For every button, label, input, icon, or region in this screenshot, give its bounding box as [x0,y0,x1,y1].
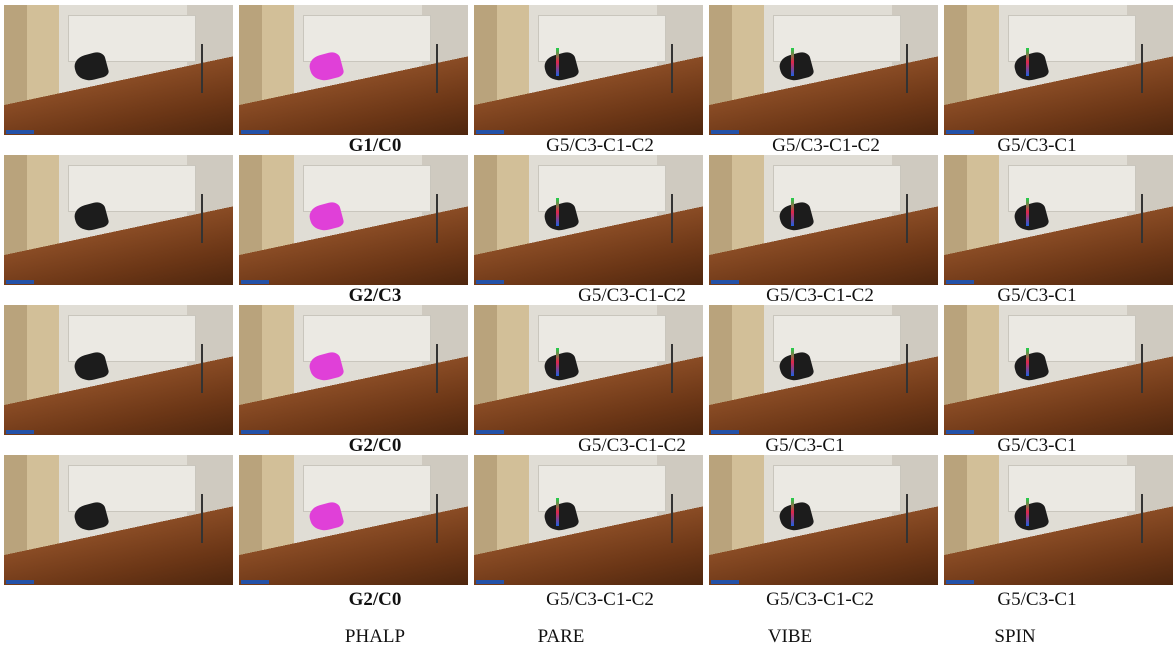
method-label: PARE [537,626,585,647]
tripod [1140,44,1143,94]
skeleton [791,47,795,77]
skeleton [1026,497,1030,527]
image-panel [4,305,233,435]
tripod [1140,494,1143,544]
caption: G5/C3-C1 [997,589,1077,610]
image-panel [239,305,468,435]
image-panel [4,155,233,285]
tripod [905,44,908,94]
tripod [1140,344,1143,394]
caption: G5/C3-C1-C2 [766,285,874,306]
skeleton [556,497,560,527]
screen [6,579,34,584]
image-panel [4,5,233,135]
screen [946,279,974,284]
image-panel [239,5,468,135]
caption: G1/C0 [348,135,402,156]
tripod [435,344,438,394]
image-panel [709,155,938,285]
skeleton [556,197,560,227]
skeleton [1026,347,1030,377]
caption: G5/C3-C1 [997,135,1077,156]
tripod [905,344,908,394]
image-panel [474,5,703,135]
wall-board [68,465,197,512]
caption: G5/C3-C1-C2 [772,135,880,156]
caption: G5/C3-C1 [997,435,1077,456]
tripod [905,494,908,544]
screen [946,579,974,584]
tripod [200,494,203,544]
tripod [200,44,203,94]
tripod [435,44,438,94]
skeleton [1026,197,1030,227]
method-label: VIBE [767,626,813,647]
tripod [200,344,203,394]
tripod [670,494,673,544]
image-panel [239,455,468,585]
image-panel [944,455,1173,585]
screen [6,279,34,284]
image-panel [944,305,1173,435]
screen [241,429,269,434]
skeleton [556,347,560,377]
image-panel [944,155,1173,285]
screen [476,429,504,434]
caption: G5/C3-C1-C2 [578,435,686,456]
image-panel [944,5,1173,135]
caption: G2/C3 [348,285,402,306]
image-panel [474,305,703,435]
caption: G2/C0 [348,435,402,456]
image-panel [474,455,703,585]
image-panel [4,455,233,585]
screen [946,429,974,434]
wall-board [68,315,197,362]
method-label: SPIN [994,626,1036,647]
image-panel [474,155,703,285]
caption: G2/C0 [348,589,402,610]
screen [711,579,739,584]
skeleton [556,47,560,77]
tripod [435,194,438,244]
tripod [670,344,673,394]
screen [711,279,739,284]
image-panel [709,5,938,135]
tripod [670,44,673,94]
skeleton [791,197,795,227]
method-label: PHALP [344,626,406,647]
skeleton [1026,47,1030,77]
screen [711,129,739,134]
screen [241,279,269,284]
screen [6,129,34,134]
screen [241,579,269,584]
screen [476,129,504,134]
screen [241,129,269,134]
screen [946,129,974,134]
tripod [435,494,438,544]
screen [476,579,504,584]
tripod [670,194,673,244]
caption: G5/C3-C1-C2 [578,285,686,306]
screen [711,429,739,434]
caption: G5/C3-C1-C2 [546,589,654,610]
screen [6,429,34,434]
tripod [905,194,908,244]
caption: G5/C3-C1-C2 [766,589,874,610]
tripod [200,194,203,244]
screen [476,279,504,284]
image-panel [709,455,938,585]
caption: G5/C3-C1 [765,435,845,456]
caption: G5/C3-C1-C2 [546,135,654,156]
skeleton [791,497,795,527]
image-panel [709,305,938,435]
tripod [1140,194,1143,244]
caption: G5/C3-C1 [997,285,1077,306]
skeleton [791,347,795,377]
image-panel [239,155,468,285]
